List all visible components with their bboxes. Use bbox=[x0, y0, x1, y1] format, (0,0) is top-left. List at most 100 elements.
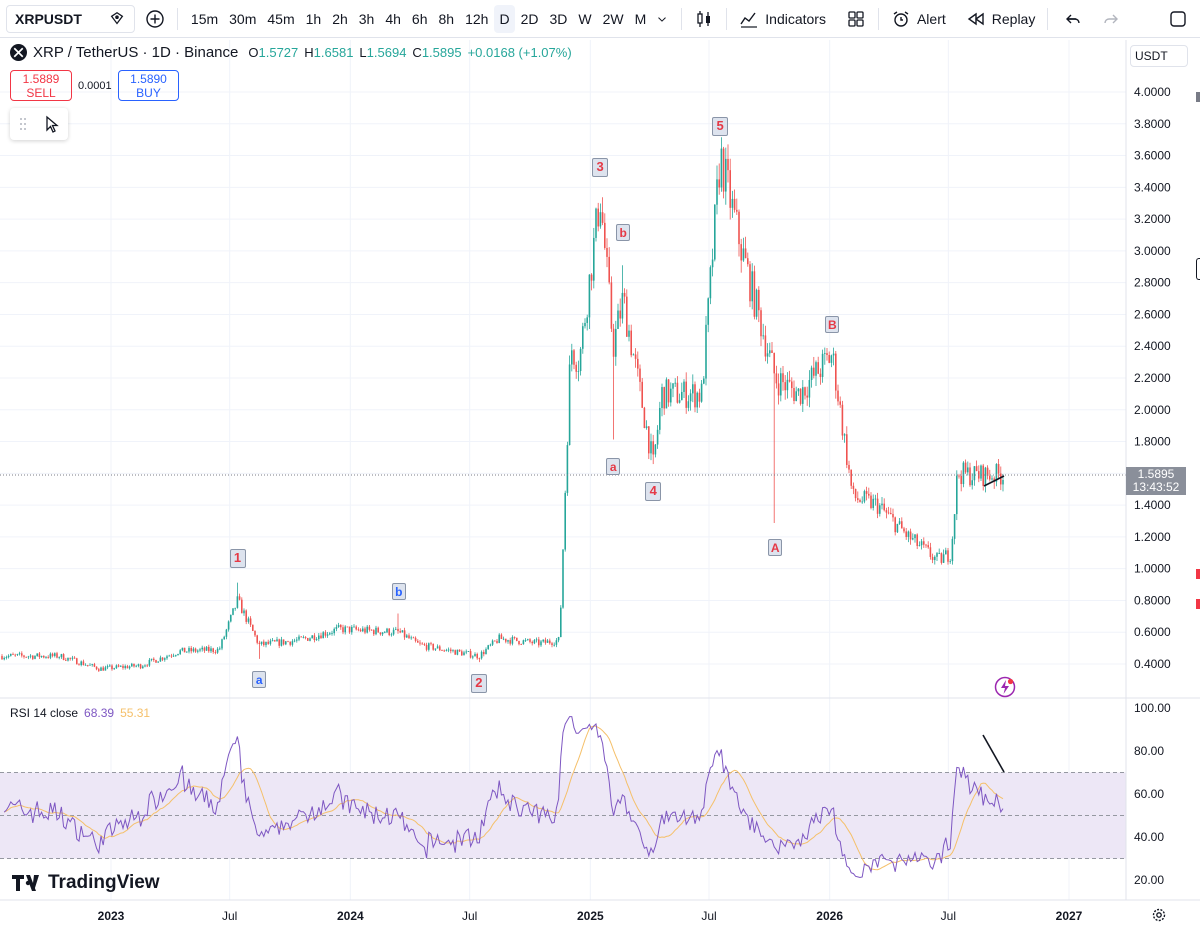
drag-handle-icon[interactable] bbox=[19, 116, 27, 132]
buy-button[interactable]: 1.5890 BUY bbox=[118, 70, 179, 101]
tradingview-logo[interactable]: TradingView bbox=[12, 872, 160, 894]
candle-body bbox=[399, 631, 401, 633]
candle-body bbox=[630, 330, 632, 356]
wave-label-5[interactable]: 5 bbox=[712, 117, 729, 137]
timeframe-3h[interactable]: 3h bbox=[358, 10, 375, 27]
candle-body bbox=[711, 259, 714, 268]
redo-button[interactable] bbox=[1096, 5, 1124, 33]
wave-label-3[interactable]: 3 bbox=[592, 158, 609, 178]
currency-selector[interactable]: USDT bbox=[1130, 45, 1188, 67]
wave-label-B[interactable]: B bbox=[825, 316, 840, 334]
timeframe-6h[interactable]: 6h bbox=[411, 10, 428, 27]
undo-button[interactable] bbox=[1060, 5, 1088, 33]
candle-body bbox=[859, 499, 861, 502]
candle-body bbox=[593, 237, 595, 281]
candle-body bbox=[898, 521, 901, 524]
wave-label-A[interactable]: A bbox=[768, 538, 783, 556]
candle-body bbox=[199, 649, 201, 651]
candle-body bbox=[148, 659, 151, 666]
timeframe-8h[interactable]: 8h bbox=[438, 10, 455, 27]
candle-body bbox=[964, 462, 967, 473]
candle-body bbox=[694, 384, 696, 408]
candle-body bbox=[632, 354, 635, 356]
candle-body bbox=[412, 637, 415, 639]
timeframe-2h[interactable]: 2h bbox=[332, 10, 348, 27]
candle-body bbox=[18, 653, 21, 655]
candle-body bbox=[397, 628, 399, 632]
candle-body bbox=[392, 629, 395, 635]
timeframe-2d[interactable]: 2D bbox=[520, 10, 539, 27]
time-tick-label: Jul bbox=[941, 909, 956, 923]
timeframe-4h[interactable]: 4h bbox=[385, 10, 401, 27]
trendline bbox=[983, 475, 1005, 487]
candle-body bbox=[973, 466, 976, 481]
wave-label-a[interactable]: a bbox=[252, 670, 267, 688]
indicators-button[interactable]: Indicators bbox=[735, 5, 830, 33]
candle-body bbox=[243, 610, 245, 614]
cursor-icon[interactable] bbox=[44, 115, 60, 133]
timeframe-30m[interactable]: 30m bbox=[229, 10, 257, 27]
wave-label-1[interactable]: 1 bbox=[229, 549, 246, 569]
candle-body bbox=[846, 434, 848, 465]
time-tick-label: 2024 bbox=[337, 909, 364, 923]
add-symbol-button[interactable] bbox=[141, 5, 169, 33]
timeframe-2w[interactable]: 2W bbox=[602, 10, 624, 27]
edge-marker bbox=[1196, 569, 1200, 579]
timeframe-12h[interactable]: 12h bbox=[465, 10, 489, 27]
candle-body bbox=[285, 641, 287, 645]
price-tick-label: 0.6000 bbox=[1134, 625, 1171, 639]
candle-body bbox=[474, 653, 476, 657]
wave-label-4[interactable]: 4 bbox=[645, 481, 662, 501]
timeframe-3d[interactable]: 3D bbox=[549, 10, 568, 27]
candle-body bbox=[406, 635, 408, 638]
candle-body bbox=[210, 648, 212, 652]
compare-icon[interactable] bbox=[108, 10, 126, 28]
wave-label-b[interactable]: b bbox=[391, 582, 406, 600]
candle-body bbox=[901, 521, 903, 529]
candle-body bbox=[98, 669, 100, 671]
candle-body bbox=[256, 635, 258, 643]
candle-body bbox=[447, 649, 450, 651]
timeframe-1h[interactable]: 1h bbox=[305, 10, 322, 27]
candle-body bbox=[703, 378, 705, 384]
layouts-button[interactable] bbox=[842, 5, 870, 33]
candle-body bbox=[771, 350, 773, 353]
sell-button[interactable]: 1.5889 SELL bbox=[10, 70, 72, 101]
alert-button[interactable]: Alert bbox=[887, 5, 950, 33]
candle-body bbox=[133, 663, 135, 667]
candle-body bbox=[808, 379, 811, 398]
candle-body bbox=[452, 650, 454, 652]
candle-body bbox=[595, 208, 597, 238]
wave-label-b[interactable]: b bbox=[616, 223, 631, 241]
timeframe-w[interactable]: W bbox=[578, 10, 592, 27]
candle-body bbox=[918, 545, 921, 546]
rsi-title: RSI 14 close bbox=[10, 706, 79, 720]
candle-body bbox=[194, 648, 197, 652]
replay-button[interactable]: Replay bbox=[962, 5, 1040, 33]
lightning-icon[interactable] bbox=[994, 676, 1016, 703]
fullscreen-button[interactable] bbox=[1164, 5, 1192, 33]
candle-body bbox=[894, 517, 896, 533]
candle-body bbox=[161, 657, 164, 660]
candle-body bbox=[936, 553, 938, 557]
candle-body bbox=[370, 629, 373, 631]
wave-label-a[interactable]: a bbox=[606, 457, 621, 475]
timeframe-dropdown[interactable] bbox=[651, 5, 673, 33]
wave-label-2[interactable]: 2 bbox=[470, 674, 487, 693]
price-tick-label: 0.8000 bbox=[1134, 593, 1171, 607]
timeframe-45m[interactable]: 45m bbox=[267, 10, 295, 27]
timeframe-m[interactable]: M bbox=[634, 10, 647, 27]
candle-body bbox=[654, 444, 657, 455]
candle-body bbox=[54, 653, 56, 656]
candle-body bbox=[621, 292, 624, 319]
candle-body bbox=[945, 550, 947, 555]
settings-gear-icon[interactable] bbox=[1151, 907, 1167, 928]
chart-type-button[interactable] bbox=[690, 5, 718, 33]
candle-body bbox=[142, 666, 144, 669]
candle-body bbox=[124, 666, 126, 668]
symbol-search[interactable]: XRPUSDT bbox=[6, 4, 135, 33]
timeframe-15m[interactable]: 15m bbox=[190, 10, 219, 27]
timeframe-d[interactable]: D bbox=[494, 4, 515, 33]
price-chart[interactable]: 4.0000 3.8000 3.6000 3.4000 3.2000 3.0000 2.80… bbox=[0, 38, 1200, 928]
candle-body bbox=[881, 503, 883, 506]
